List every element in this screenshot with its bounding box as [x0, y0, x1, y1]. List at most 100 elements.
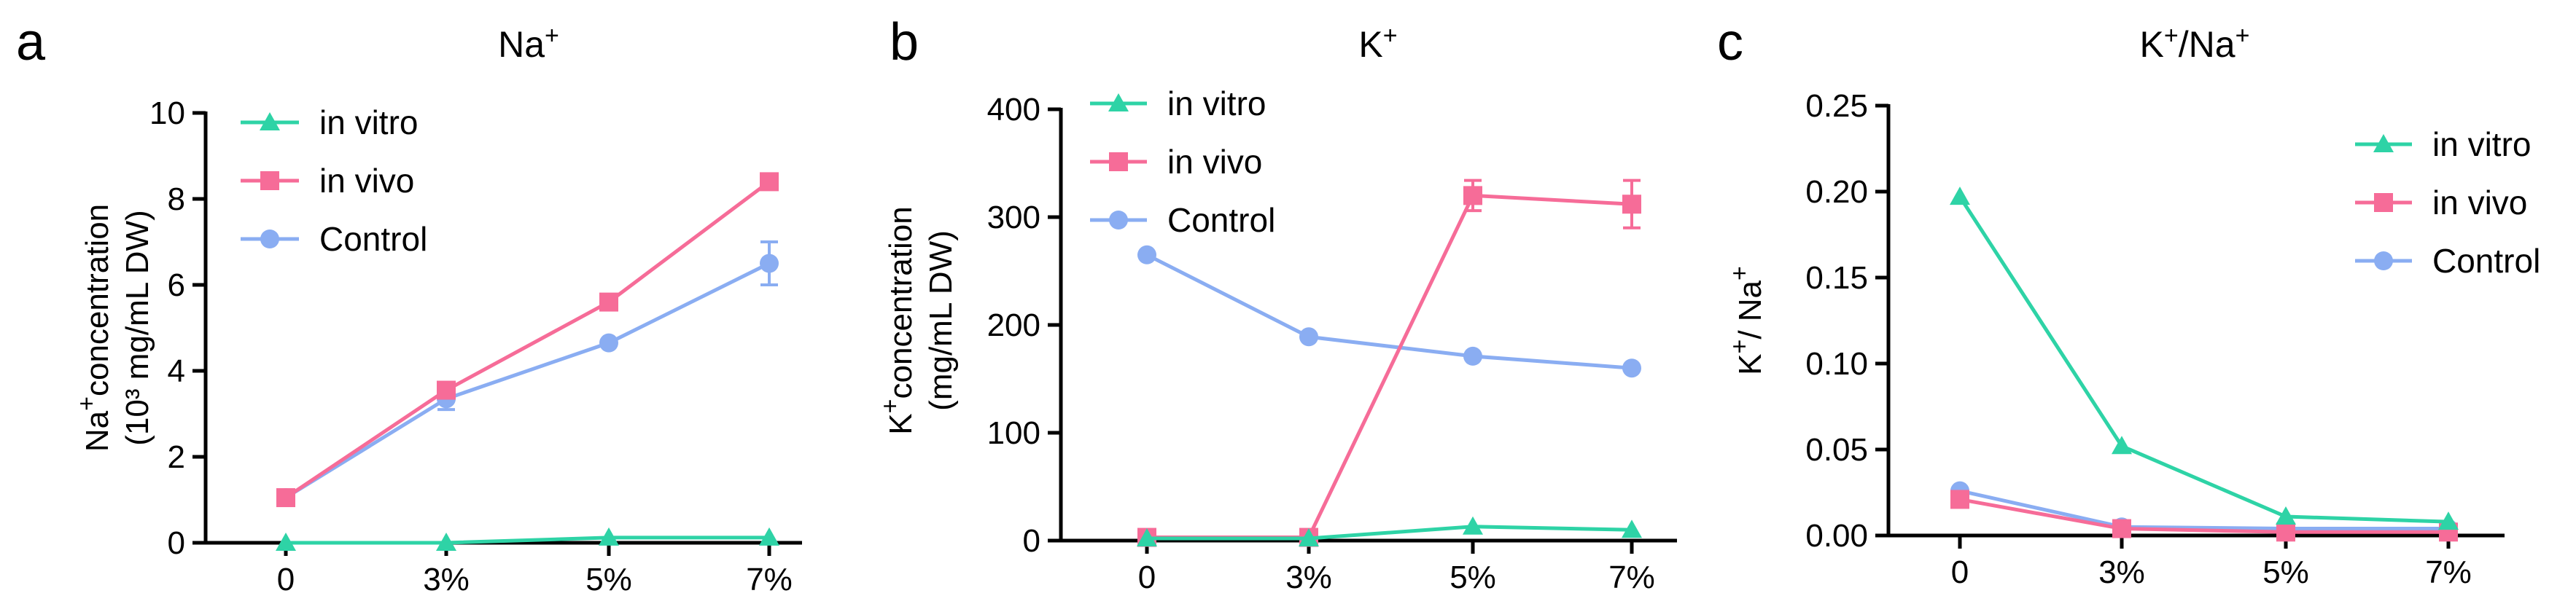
y-tick-label: 0.10 — [1805, 346, 1868, 382]
legend-item-control: Control — [2355, 242, 2540, 280]
data-point — [1950, 187, 1970, 205]
legend-marker — [260, 171, 279, 190]
legend-item-control: Control — [1090, 201, 1275, 239]
y-tick-label: 400 — [987, 92, 1040, 128]
series-line — [1145, 253, 1633, 370]
series-in-vitro — [276, 527, 779, 551]
legend-marker — [1108, 93, 1129, 111]
legend-item-in-vitro: in vitro — [241, 103, 418, 141]
series-line — [286, 536, 769, 545]
data-point — [599, 527, 619, 546]
x-tick-label: 0 — [277, 562, 295, 597]
y-axis-label-units: (mg/mL DW) — [923, 230, 959, 411]
legend-label: in vitro — [319, 103, 418, 141]
x-tick-label: 7% — [1608, 560, 1655, 595]
panel-letter: c — [1717, 13, 1743, 71]
legend: in vitro in vivo Control — [2355, 125, 2540, 280]
y-tick-label: 0.20 — [1805, 174, 1868, 210]
data-point — [759, 527, 779, 546]
legend-label: in vivo — [319, 162, 414, 200]
y-tick-label: 0.05 — [1805, 432, 1868, 468]
chart-title: K+/Na+ — [2140, 22, 2250, 65]
data-point — [2438, 511, 2459, 530]
data-point — [2112, 436, 2132, 455]
legend-label: in vivo — [2432, 184, 2527, 221]
data-point — [1622, 195, 1641, 214]
series-in-vitro — [1950, 187, 2459, 530]
y-tick-label: 0 — [1023, 523, 1040, 559]
x-tick-label: 5% — [585, 562, 632, 597]
data-point — [760, 254, 779, 273]
data-point — [276, 488, 295, 508]
panel-b: b K+ 0 100 200 300 400 0 3% 5% 7% K+concentration (m… — [876, 13, 1677, 595]
y-tick-label: 8 — [168, 181, 185, 217]
y-tick-label: 2 — [168, 439, 185, 475]
y-tick-label: 0.25 — [1805, 88, 1868, 124]
data-point — [760, 172, 779, 192]
y-axis-label: K+/ Na+ — [1726, 266, 1768, 375]
panel-letter: a — [16, 13, 46, 71]
panel-a: a Na+ 0 2 4 6 8 10 0 3% 5% 7% Na+concentration (10³ m… — [16, 13, 802, 597]
data-point — [1622, 358, 1641, 378]
y-tick-label: 100 — [987, 415, 1040, 451]
y-tick-label: 10 — [149, 95, 185, 131]
chart-title: K+ — [1358, 22, 1397, 65]
legend-item-in-vitro: in vitro — [2355, 125, 2531, 163]
data-point — [276, 533, 296, 551]
legend-item-control: Control — [241, 220, 427, 258]
data-point — [1299, 327, 1318, 347]
legend-label: Control — [2432, 242, 2540, 280]
data-point — [1463, 346, 1482, 366]
series-in-vivo — [276, 172, 779, 508]
chart-title: Na+ — [498, 22, 559, 65]
x-tick-label: 0 — [1138, 560, 1156, 595]
y-tick-label: 200 — [987, 307, 1040, 343]
series-line — [1959, 497, 2448, 534]
y-axis-label: K+concentration — [876, 206, 919, 434]
x-tick-label: 3% — [423, 562, 470, 597]
legend-marker — [260, 112, 280, 130]
data-point — [1950, 490, 1969, 509]
y-tick-label: 4 — [168, 353, 185, 389]
x-tick-label: 5% — [1450, 560, 1496, 595]
series-line — [284, 180, 771, 500]
legend-label: Control — [319, 220, 427, 258]
series-control — [276, 240, 779, 508]
data-point — [1137, 528, 1157, 547]
x-tick-label: 7% — [746, 562, 793, 597]
legend-marker — [2373, 134, 2394, 152]
legend-marker — [1109, 152, 1128, 171]
series-in-vivo — [1950, 490, 2458, 542]
data-point — [2276, 506, 2296, 525]
panel-letter: b — [890, 13, 919, 71]
legend-item-in-vitro: in vitro — [1090, 85, 1266, 122]
data-point — [1137, 245, 1156, 264]
legend: in vitro in vivo Control — [241, 103, 427, 258]
data-point — [2276, 522, 2295, 542]
data-point — [2112, 519, 2131, 538]
legend-item-in-vivo: in vivo — [2355, 184, 2527, 221]
series-line — [1959, 489, 2448, 531]
y-tick-label: 300 — [987, 200, 1040, 235]
data-point — [436, 533, 456, 551]
data-point — [599, 292, 618, 312]
legend-label: in vitro — [1167, 85, 1266, 122]
data-point — [1299, 528, 1319, 547]
y-tick-label: 6 — [168, 267, 185, 303]
series-line — [1147, 525, 1633, 541]
series-line — [1147, 193, 1633, 540]
data-point — [437, 380, 456, 400]
legend-marker — [2374, 193, 2393, 212]
x-tick-label: 3% — [2098, 554, 2145, 590]
x-tick-label: 5% — [2262, 554, 2309, 590]
series-control — [1137, 245, 1641, 378]
y-axis-label-units: (10³ mg/mL DW) — [120, 210, 155, 446]
series-line — [1958, 195, 2449, 524]
data-point — [1463, 186, 1482, 205]
series-in-vitro — [1137, 516, 1642, 547]
data-point — [599, 333, 618, 353]
y-tick-label: 0.15 — [1805, 260, 1868, 296]
legend-marker — [1109, 211, 1128, 230]
y-tick-label: 0 — [168, 525, 185, 561]
